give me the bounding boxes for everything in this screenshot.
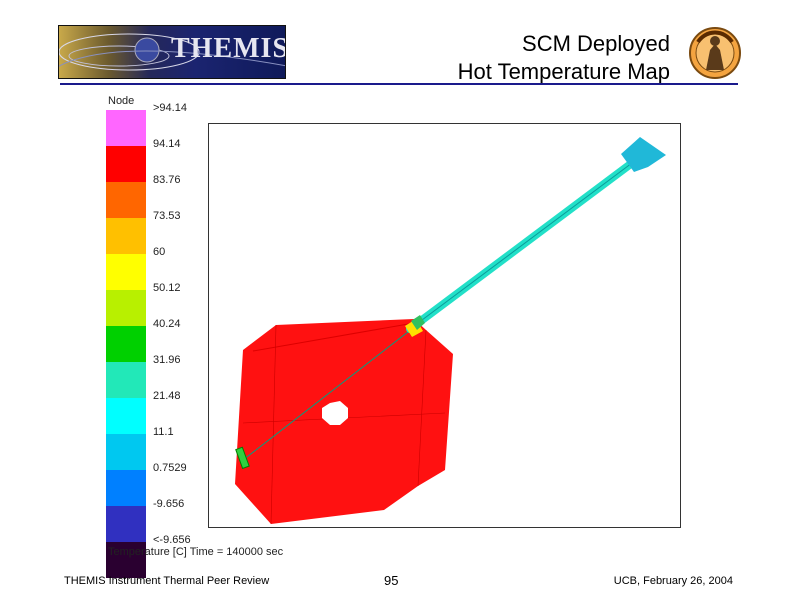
logo-text: THEMIS	[171, 33, 286, 64]
panel-edge-line	[252, 322, 415, 352]
legend-swatch	[106, 506, 146, 542]
themis-logo-banner: THEMIS	[58, 25, 286, 79]
scm-sensor-head	[621, 137, 666, 172]
legend-swatch	[106, 290, 146, 326]
title-line-2: Hot Temperature Map	[457, 59, 670, 84]
themis-seal-icon	[689, 27, 741, 79]
legend-value: 40.24	[153, 318, 181, 330]
footer-left: THEMIS Instrument Thermal Peer Review	[64, 575, 270, 587]
title-underline	[60, 83, 738, 85]
panel-edge-line	[270, 324, 277, 525]
legend-swatch	[106, 146, 146, 182]
panel-edge-line	[417, 329, 427, 487]
legend-title: Node	[108, 95, 135, 107]
legend-swatch	[106, 434, 146, 470]
title-line-1: SCM Deployed	[522, 31, 670, 56]
legend-swatch	[106, 110, 146, 146]
legend-value: 31.96	[153, 354, 181, 366]
footer-right: UCB, February 26, 2004	[613, 575, 733, 587]
sensor-connector	[235, 446, 250, 470]
boom-centerline	[409, 162, 633, 330]
slide-title: SCM Deployed Hot Temperature Map	[458, 30, 670, 86]
legend-swatch	[106, 470, 146, 506]
legend-value: 50.12	[153, 282, 181, 294]
orbit-graphic	[59, 33, 285, 71]
legend-swatch	[106, 218, 146, 254]
legend-value: >94.14	[153, 102, 187, 114]
legend-value: 60	[153, 246, 166, 258]
panel-center-hole	[322, 401, 348, 425]
thermal-model-render	[235, 137, 666, 525]
legend-swatch	[106, 326, 146, 362]
legend-swatch	[106, 398, 146, 434]
legend-swatch	[106, 542, 146, 578]
legend-value: 11.1	[153, 426, 174, 438]
legend-swatch	[106, 182, 146, 218]
legend-swatch	[106, 362, 146, 398]
legend-swatch	[106, 254, 146, 290]
legend-value: 73.53	[153, 210, 181, 222]
legend-value: 83.76	[153, 174, 181, 186]
page-number: 95	[384, 573, 399, 588]
legend-value: 94.14	[153, 138, 181, 150]
legend-value: 21.48	[153, 390, 181, 402]
model-view-box	[208, 123, 681, 528]
hinge-bracket	[411, 315, 425, 330]
boom-cable	[242, 327, 414, 461]
legend-value: -9.656	[153, 498, 185, 510]
legend-value: <-9.656	[153, 534, 191, 546]
legend-caption: Temperature [C] Time = 140000 sec	[108, 546, 284, 558]
legend-value: 0.7529	[153, 462, 187, 474]
